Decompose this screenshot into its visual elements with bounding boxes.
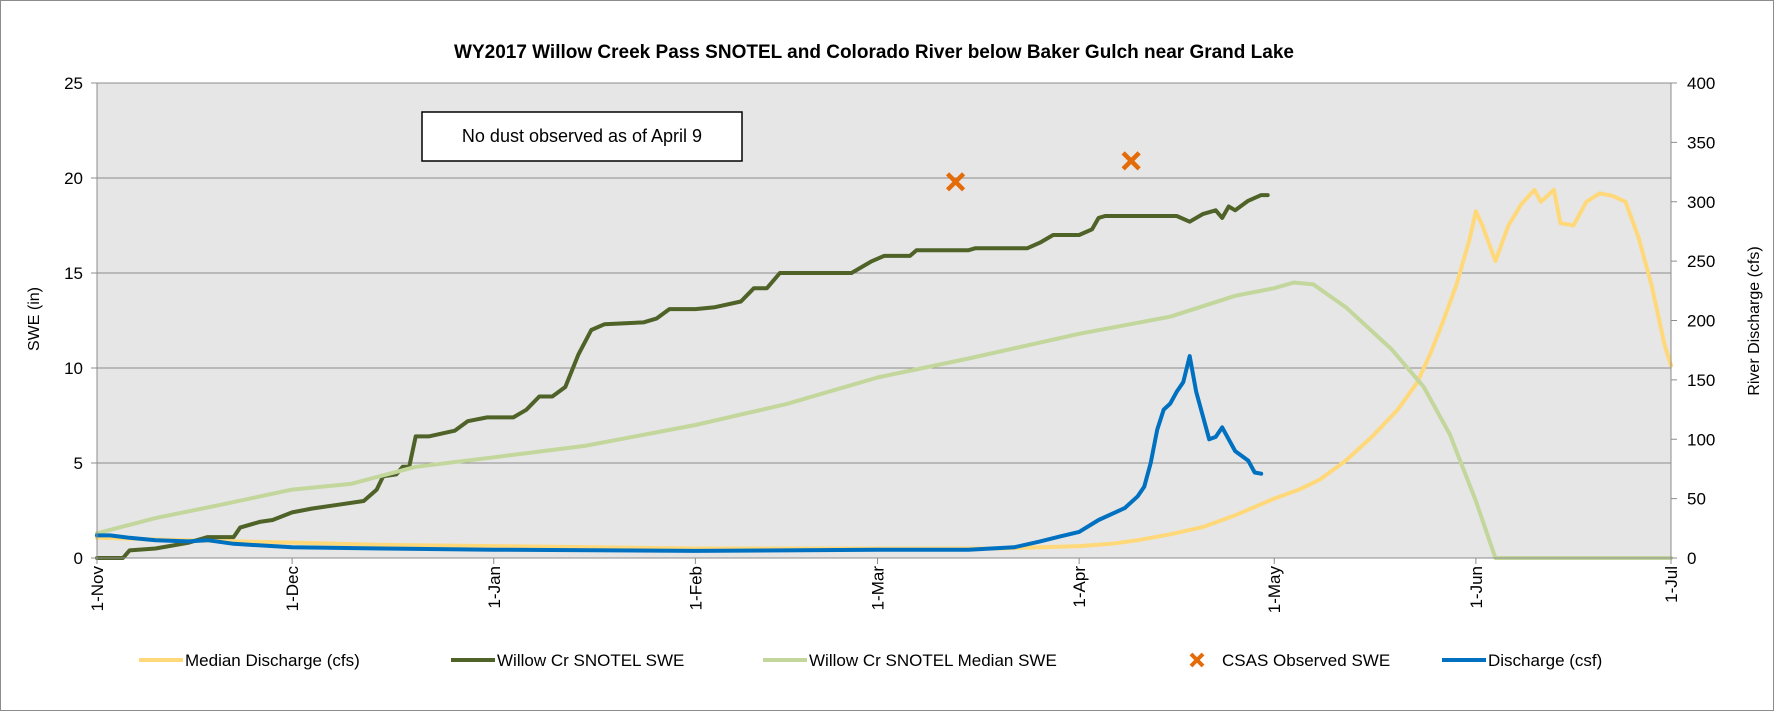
y2-tick-label: 250 [1687, 252, 1715, 271]
y-tick-label: 20 [64, 169, 83, 188]
y2-tick-label: 150 [1687, 371, 1715, 390]
plot-area [97, 83, 1671, 558]
legend: Median Discharge (cfs) Willow Cr SNOTEL S… [139, 651, 1602, 670]
x-tick-label: 1-May [1265, 566, 1284, 614]
x-tick-label: 1-Jan [485, 566, 504, 609]
series-line-willow-cr-snotel-swe [95, 193, 1270, 560]
y2-tick-label: 0 [1687, 549, 1696, 568]
legend-label: CSAS Observed SWE [1222, 651, 1390, 670]
gridlines [97, 82, 1671, 464]
y-tick-label: 10 [64, 359, 83, 378]
chart-title: WY2017 Willow Creek Pass SNOTEL and Colo… [454, 42, 1294, 63]
y2-tick-label: 300 [1687, 193, 1715, 212]
legend-swatch-x [1189, 652, 1205, 668]
legend-label: Discharge (csf) [1488, 651, 1602, 670]
x-tick-label: 1-Apr [1070, 566, 1089, 608]
y2-axis-label: River Discharge (cfs) [1746, 246, 1763, 395]
series-lines [95, 151, 1673, 560]
legend-label: Willow Cr SNOTEL Median SWE [809, 651, 1057, 670]
y-tick-label: 15 [64, 264, 83, 283]
annotation-box: No dust observed as of April 9 [421, 111, 743, 162]
y2-tick-label: 200 [1687, 312, 1715, 331]
y-tick-label: 25 [64, 74, 83, 93]
annotation-text: No dust observed as of April 9 [462, 126, 702, 146]
x-tick-label: 1-Jul [1662, 566, 1681, 603]
y-axis-label: SWE (in) [26, 287, 43, 351]
x-tick-label: 1-Nov [88, 566, 107, 612]
csas-observed-marker [945, 172, 966, 192]
x-tick-label: 1-Mar [868, 566, 887, 611]
marker-stroke [945, 172, 966, 192]
y2-tick-label: 350 [1687, 133, 1715, 152]
marker-stroke [1189, 652, 1205, 668]
csas-observed-marker [1121, 151, 1141, 171]
legend-label: Median Discharge (cfs) [185, 651, 360, 670]
series-line-discharge-csf [95, 354, 1264, 553]
y-tick-label: 5 [74, 454, 83, 473]
y-tick-label: 0 [74, 549, 83, 568]
x-tick-label: 1-Feb [686, 566, 705, 610]
y2-tick-label: 400 [1687, 74, 1715, 93]
legend-label: Willow Cr SNOTEL SWE [497, 651, 684, 670]
x-tick-label: 1-Dec [283, 566, 302, 612]
x-tick-label: 1-Jun [1467, 566, 1486, 609]
y2-tick-label: 50 [1687, 490, 1706, 509]
series-line-willow-cr-snotel-median-swe [95, 280, 1673, 560]
y2-tick-label: 100 [1687, 430, 1715, 449]
marker-stroke [1121, 151, 1141, 171]
